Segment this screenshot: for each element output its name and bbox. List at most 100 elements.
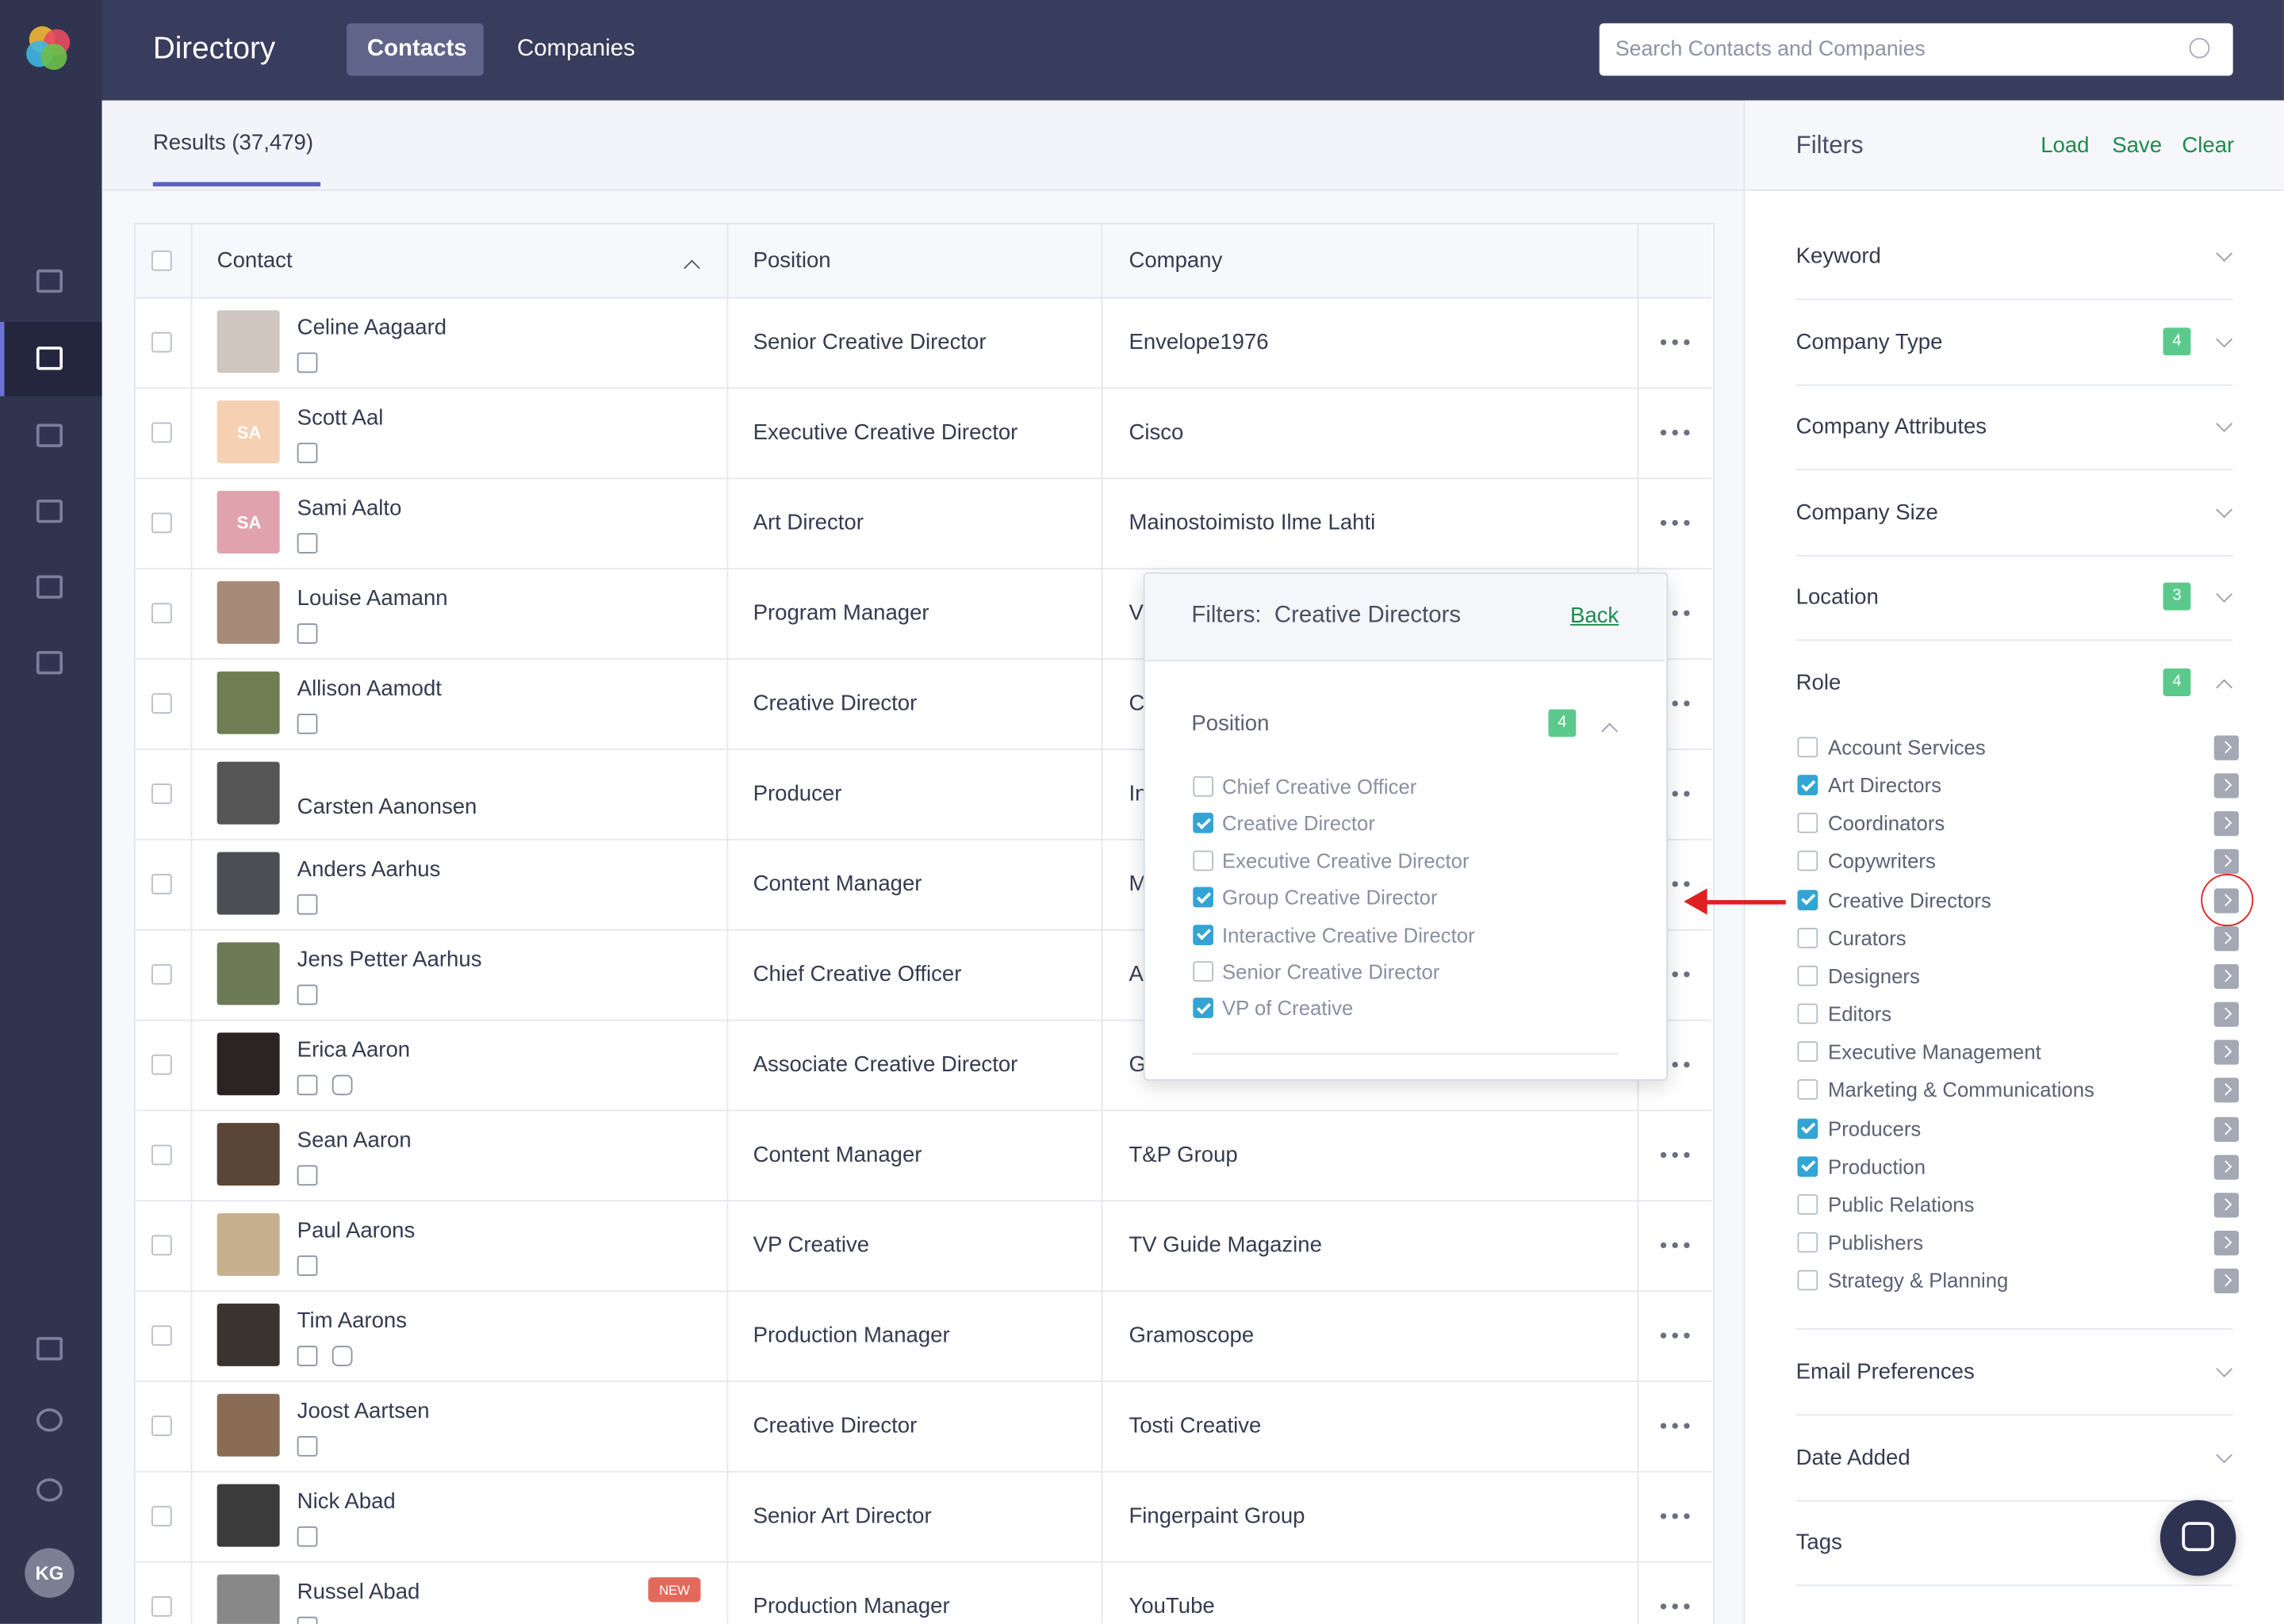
company[interactable]: TV Guide Magazine bbox=[1129, 1232, 1322, 1258]
company[interactable]: C bbox=[1129, 691, 1145, 716]
more-dot[interactable] bbox=[1672, 1151, 1678, 1159]
more-dot[interactable] bbox=[1684, 1423, 1690, 1429]
checkbox[interactable] bbox=[1797, 737, 1818, 758]
social-x[interactable] bbox=[367, 1346, 388, 1366]
company[interactable]: Fingerpaint Group bbox=[1129, 1503, 1305, 1529]
checkbox[interactable] bbox=[1797, 851, 1818, 872]
more-dot[interactable] bbox=[1684, 610, 1690, 616]
more-dot[interactable] bbox=[1684, 519, 1690, 527]
more-dot[interactable] bbox=[1672, 700, 1678, 707]
checkbox[interactable] bbox=[1797, 1003, 1818, 1025]
more-dot[interactable] bbox=[1684, 1332, 1690, 1339]
checkbox[interactable] bbox=[1797, 1231, 1818, 1253]
filter-action[interactable]: Save bbox=[2112, 133, 2163, 159]
checkbox[interactable] bbox=[151, 512, 172, 534]
social-linkedin[interactable] bbox=[297, 533, 318, 553]
role-option[interactable]: Editors bbox=[1828, 1002, 1892, 1026]
company[interactable]: Mainostoimisto Ilme Lahti bbox=[1129, 510, 1376, 535]
company[interactable]: T&P Group bbox=[1129, 1142, 1238, 1168]
drill-button[interactable] bbox=[2213, 1230, 2240, 1256]
user-avatar[interactable] bbox=[25, 1548, 75, 1598]
more-dot[interactable] bbox=[1660, 1513, 1667, 1519]
more-dot[interactable] bbox=[1684, 700, 1690, 707]
company[interactable]: Gramoscope bbox=[1129, 1323, 1255, 1348]
column-header[interactable]: Position bbox=[753, 248, 831, 274]
more-dot[interactable] bbox=[1660, 1603, 1667, 1610]
position-option[interactable]: Chief Creative Officer bbox=[1221, 775, 1417, 799]
social-instagram[interactable] bbox=[331, 1346, 353, 1366]
filter-section[interactable]: Role bbox=[1795, 670, 1841, 696]
position-option[interactable]: Group Creative Director bbox=[1221, 886, 1438, 910]
checkbox[interactable] bbox=[1797, 1079, 1818, 1101]
checkbox[interactable] bbox=[1193, 850, 1213, 871]
chat-button[interactable] bbox=[2159, 1500, 2236, 1576]
filter-section[interactable]: Keyword bbox=[1795, 243, 1881, 269]
company[interactable]: A bbox=[1129, 962, 1144, 987]
role-option[interactable]: Strategy & Planning bbox=[1828, 1268, 2009, 1293]
filter-section[interactable]: Company Type bbox=[1795, 329, 1943, 354]
social-linkedin[interactable] bbox=[297, 1255, 318, 1276]
social-linkedin[interactable] bbox=[297, 1435, 318, 1457]
checkbox[interactable] bbox=[151, 603, 172, 624]
more-dot[interactable] bbox=[1684, 791, 1690, 797]
tab[interactable]: Companies bbox=[517, 36, 635, 62]
role-option[interactable]: Public Relations bbox=[1828, 1192, 1975, 1216]
drill-button[interactable] bbox=[2213, 1078, 2240, 1104]
more-dot[interactable] bbox=[1672, 881, 1678, 887]
social-linkedin[interactable] bbox=[297, 1346, 318, 1366]
more-dot[interactable] bbox=[1672, 1061, 1678, 1068]
role-option[interactable]: Production bbox=[1828, 1154, 1926, 1178]
popup-back[interactable]: Back bbox=[1569, 603, 1619, 629]
more-dot[interactable] bbox=[1684, 881, 1690, 887]
checkbox[interactable] bbox=[151, 1054, 172, 1075]
contact-name[interactable]: Louise Aamann bbox=[297, 586, 448, 611]
nav-icon[interactable] bbox=[36, 269, 63, 293]
position-option[interactable]: Executive Creative Director bbox=[1221, 848, 1470, 872]
more-dot[interactable] bbox=[1684, 339, 1690, 346]
more-dot[interactable] bbox=[1684, 1061, 1690, 1068]
contact-name[interactable]: Anders Aarhus bbox=[297, 856, 441, 883]
social-linkedin[interactable] bbox=[297, 352, 318, 373]
filter-section[interactable]: Tags bbox=[1795, 1530, 1842, 1556]
filter-section[interactable]: Date Added bbox=[1795, 1445, 1910, 1470]
filter-action[interactable]: Load bbox=[2041, 133, 2090, 159]
nav-icon[interactable] bbox=[36, 1478, 63, 1502]
more-dot[interactable] bbox=[1672, 1513, 1678, 1519]
checkbox[interactable] bbox=[151, 1506, 172, 1526]
checkbox[interactable] bbox=[1797, 1155, 1818, 1177]
social-linkedin[interactable] bbox=[297, 1616, 318, 1624]
checkbox[interactable] bbox=[151, 1596, 172, 1617]
contact-name[interactable]: Sami Aalto bbox=[297, 496, 402, 521]
company[interactable]: M bbox=[1129, 871, 1148, 897]
company[interactable]: Tosti Creative bbox=[1129, 1413, 1262, 1438]
checkbox[interactable] bbox=[1193, 887, 1213, 908]
nav-icon[interactable] bbox=[36, 1337, 63, 1361]
drill-button[interactable] bbox=[2213, 963, 2240, 989]
role-option[interactable]: Executive Management bbox=[1828, 1040, 2041, 1064]
company[interactable]: V bbox=[1129, 600, 1144, 626]
nav-icon[interactable] bbox=[36, 499, 63, 523]
role-option[interactable]: Coordinators bbox=[1828, 811, 1945, 835]
filter-section[interactable]: Location bbox=[1795, 585, 1879, 611]
filter-section[interactable]: Company Attributes bbox=[1795, 414, 1987, 440]
role-option[interactable]: Curators bbox=[1828, 925, 1907, 950]
contact-name[interactable]: Scott Aal bbox=[297, 405, 384, 431]
drill-button[interactable] bbox=[2213, 1040, 2240, 1065]
social-linkedin[interactable] bbox=[297, 894, 318, 915]
more-dot[interactable] bbox=[1672, 610, 1678, 616]
checkbox[interactable] bbox=[1193, 924, 1213, 945]
social-linkedin[interactable] bbox=[297, 623, 318, 644]
search-box[interactable] bbox=[1599, 23, 2233, 76]
drill-button[interactable] bbox=[2213, 1116, 2240, 1142]
contact-name[interactable]: Joost Aartsen bbox=[297, 1399, 430, 1424]
more-dot[interactable] bbox=[1660, 1151, 1667, 1159]
checkbox[interactable] bbox=[151, 1415, 172, 1436]
checkbox[interactable] bbox=[1797, 1193, 1818, 1215]
contact-name[interactable]: Tim Aarons bbox=[297, 1308, 408, 1334]
company[interactable]: G bbox=[1129, 1052, 1146, 1078]
checkbox[interactable] bbox=[1797, 1117, 1818, 1139]
tab[interactable]: Contacts bbox=[366, 36, 467, 62]
nav-icon[interactable] bbox=[36, 651, 63, 675]
contact-name[interactable]: Celine Aagaard bbox=[297, 315, 447, 340]
drill-button[interactable] bbox=[2213, 1268, 2240, 1294]
